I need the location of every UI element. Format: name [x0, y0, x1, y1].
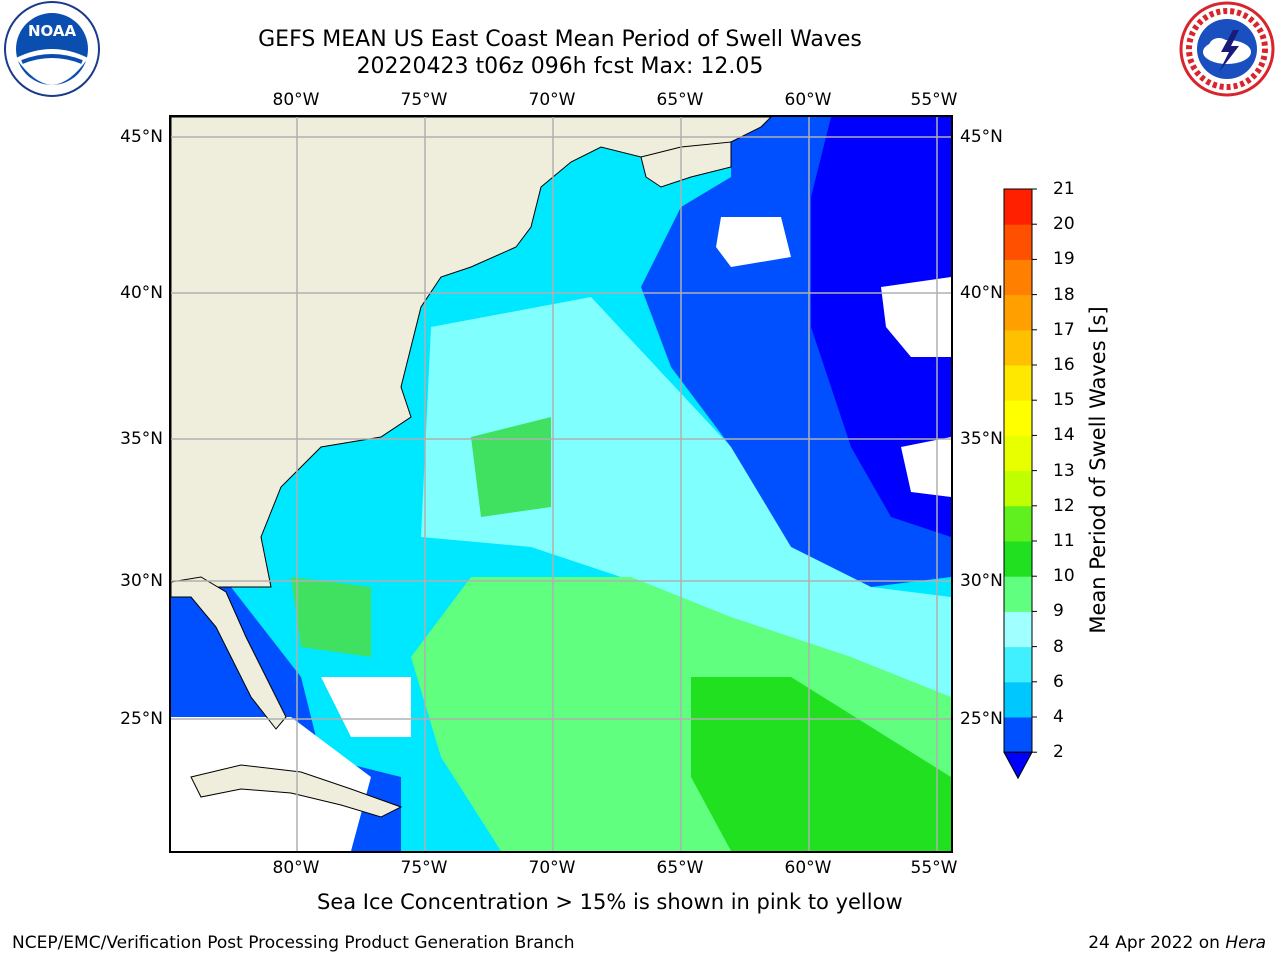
lon-label-bottom-70w: 70°W: [528, 858, 576, 878]
deep-blue-region: [811, 117, 951, 537]
blank-bahamas-patch: [321, 677, 411, 737]
colorbar-title: Mean Period of Swell Waves [s]: [1086, 306, 1110, 634]
sea-ice-note: Sea Ice Concentration > 15% is shown in …: [317, 890, 903, 914]
lat-label-right-45n: 45°N: [960, 127, 1003, 147]
map-canvas: [171, 117, 951, 851]
chart-subtitle: 20220423 t06z 096h fcst Max: 12.05: [356, 54, 764, 79]
colorbar-segment: [1004, 224, 1032, 260]
lon-label-top-55w: 55°W: [910, 90, 958, 110]
lon-label-top-65w: 65°W: [656, 90, 704, 110]
colorbar-segment: [1004, 435, 1032, 472]
lat-label-left-35n: 35°N: [120, 429, 163, 449]
green-patch-central: [471, 417, 551, 517]
noaa-logo: NOAA: [4, 1, 100, 97]
colorbar-tick-label: 9: [1053, 601, 1064, 622]
land-nova-scotia: [640, 141, 732, 188]
colorbar-segment: [1004, 611, 1032, 648]
graticule: [171, 117, 951, 851]
colorbar-segment: [1004, 505, 1032, 542]
footer-host: Hera: [1225, 933, 1266, 953]
colorbar-tick-label: 6: [1053, 671, 1064, 692]
colorbar-tick-label: 12: [1053, 495, 1075, 516]
colorbar-tick-label: 2: [1053, 742, 1064, 763]
lat-label-left-25n: 25°N: [120, 709, 163, 729]
bright-green-region: [691, 677, 951, 851]
lon-label-top-70w: 70°W: [528, 90, 576, 110]
colorbar-segment: [1004, 189, 1032, 225]
lat-label-right-40n: 40°N: [960, 283, 1003, 303]
colorbar-tick-label: 14: [1053, 425, 1075, 446]
colorbar-tick-label: 21: [1053, 179, 1075, 199]
colorbar: [1003, 188, 1037, 780]
lon-label-bottom-60w: 60°W: [784, 858, 832, 878]
lat-label-right-25n: 25°N: [960, 709, 1003, 729]
colorbar-segment: [1004, 717, 1032, 753]
colorbar-tick-label: 19: [1053, 249, 1075, 270]
colorbar-tick-label: 11: [1053, 531, 1075, 551]
colorbar-segment: [1004, 294, 1032, 331]
colorbar-tick-label: 20: [1053, 214, 1075, 235]
colorbar-segment: [1004, 365, 1032, 401]
colorbar-segment: [1004, 541, 1032, 577]
colorbar-tick-label: 18: [1053, 284, 1075, 305]
colorbar-tick-label: 4: [1053, 707, 1064, 727]
colorbar-segment: [1004, 681, 1032, 718]
lon-label-top-80w: 80°W: [272, 90, 320, 110]
colorbar-extend-arrow: [1003, 751, 1033, 780]
colorbar-segment: [1004, 400, 1032, 436]
nws-logo: [1179, 1, 1275, 97]
footer-branch-text: NCEP/EMC/Verification Post Processing Pr…: [12, 933, 575, 953]
footer-date: 24 Apr 2022 on Hera: [1088, 933, 1266, 953]
chart-title: GEFS MEAN US East Coast Mean Period of S…: [258, 27, 862, 52]
colorbar-segment: [1004, 576, 1032, 612]
lat-label-left-45n: 45°N: [120, 127, 163, 147]
lat-label-right-35n: 35°N: [960, 429, 1003, 449]
lon-label-bottom-80w: 80°W: [272, 858, 320, 878]
colorbar-tick-label: 17: [1053, 319, 1075, 340]
colorbar-segment: [1004, 470, 1032, 507]
lon-label-bottom-55w: 55°W: [910, 858, 958, 878]
colorbar-tick-label: 10: [1053, 566, 1075, 587]
lon-label-bottom-75w: 75°W: [400, 858, 448, 878]
lat-label-left-40n: 40°N: [120, 283, 163, 303]
colorbar-tick-label: 15: [1053, 390, 1075, 411]
land-florida: [171, 576, 287, 730]
colorbar-tick-label: 8: [1053, 636, 1064, 657]
colorbar-tick-label: 16: [1053, 355, 1075, 375]
land-cuba: [190, 764, 403, 818]
lon-label-top-60w: 60°W: [784, 90, 832, 110]
green-patch-west: [291, 577, 371, 657]
colorbar-segment: [1004, 259, 1032, 296]
colorbar-segment: [1004, 646, 1032, 683]
colorbar-tick-label: 13: [1053, 460, 1075, 481]
blank-patch-1: [716, 217, 791, 267]
lat-label-left-30n: 30°N: [120, 571, 163, 591]
svg-text:NOAA: NOAA: [28, 22, 77, 40]
blank-patch-3: [901, 437, 951, 497]
footer-date-text: 24 Apr 2022 on: [1088, 933, 1220, 953]
lon-label-top-75w: 75°W: [400, 90, 448, 110]
lat-label-right-30n: 30°N: [960, 571, 1003, 591]
blank-patch-2: [881, 277, 951, 357]
colorbar-segment: [1004, 329, 1032, 366]
swell-period-map: [169, 115, 953, 853]
lon-label-bottom-65w: 65°W: [656, 858, 704, 878]
